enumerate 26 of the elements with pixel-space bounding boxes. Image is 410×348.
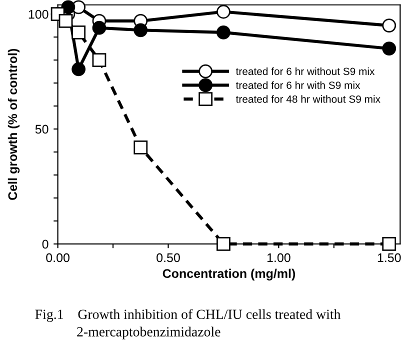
- point: [58, 14, 73, 28]
- legend-label: treated for 6 hr without S9 mix: [236, 67, 375, 76]
- point: [92, 20, 106, 35]
- y-tick-label: 100: [28, 10, 48, 19]
- point: [382, 237, 396, 251]
- y-axis-title: Cell growth (% of control): [8, 48, 20, 200]
- point: [382, 18, 396, 33]
- caption: Fig.1 Growth inhibition of CHL/IU cells treated with 2-mercaptobenzimidazole: [35, 309, 341, 340]
- point: [72, 62, 86, 76]
- point: [72, 26, 86, 40]
- point: [382, 42, 396, 56]
- x-axis-title: Concentration (mg/ml): [162, 268, 296, 280]
- point: [134, 23, 148, 38]
- point: [134, 140, 148, 154]
- point: [216, 26, 230, 40]
- legend-label: treated for 6 hr with S9 mix: [236, 81, 360, 89]
- legend-label: treated for 48 hr without S9 mix: [236, 95, 380, 103]
- point: [216, 4, 230, 19]
- x-tick-label: 1.50: [378, 253, 401, 262]
- y-tick-label: 50: [35, 124, 48, 134]
- point: [216, 237, 230, 251]
- x-tick-label: 1.00: [267, 253, 290, 262]
- point: [92, 53, 106, 67]
- x-tick-label: 0.00: [46, 253, 70, 262]
- y-tick-label: 0: [42, 240, 48, 249]
- x-tick-label: 0.50: [156, 253, 180, 262]
